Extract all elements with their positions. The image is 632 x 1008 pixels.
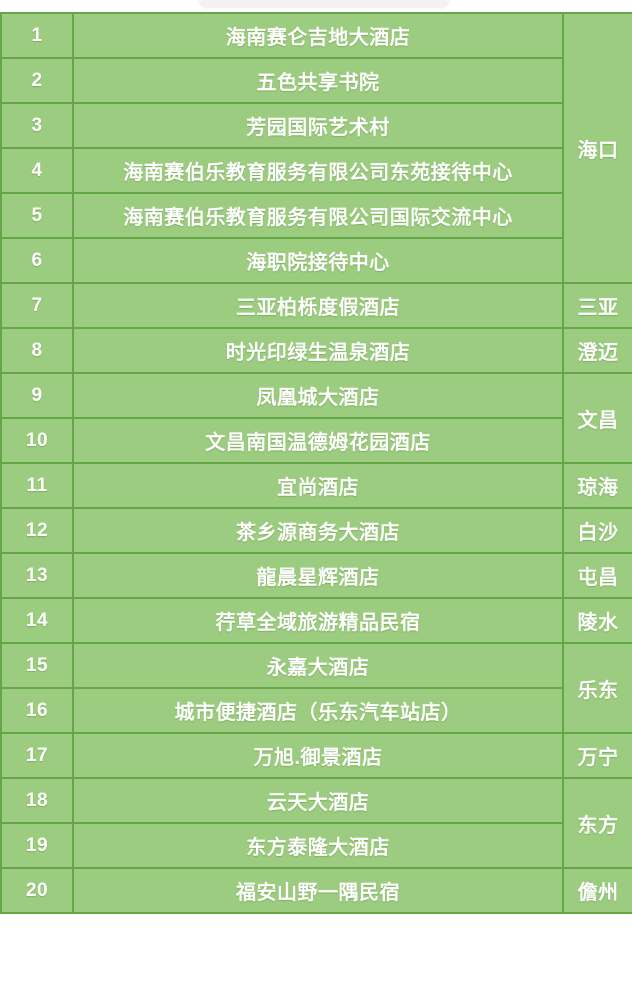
region-cell: 澄迈 xyxy=(562,327,632,374)
venue-name-cell: 海南赛伯乐教育服务有限公司东苑接待中心 xyxy=(72,147,564,194)
table-row: 14 荇草全域旅游精品民宿 陵水 xyxy=(0,597,632,644)
venue-name-cell: 城市便捷酒店（乐东汽车站店） xyxy=(72,687,564,734)
table-row: 18 云天大酒店 东方 xyxy=(0,777,632,869)
row-index-cell: 18 xyxy=(0,777,74,824)
region-cell: 三亚 xyxy=(562,282,632,329)
venue-name-cell: 云天大酒店 xyxy=(72,777,564,824)
row-index-cell: 20 xyxy=(0,867,74,914)
region-cell: 陵水 xyxy=(562,597,632,644)
venue-name-cell: 福安山野一隅民宿 xyxy=(72,867,564,914)
row-index-cell: 11 xyxy=(0,462,74,509)
table-row: 3 芳园国际艺术村 xyxy=(0,102,632,149)
row-index-cell: 9 xyxy=(0,372,74,419)
venue-name-cell: 三亚柏栎度假酒店 xyxy=(72,282,564,329)
row-index-cell: 14 xyxy=(0,597,74,644)
row-index-cell: 5 xyxy=(0,192,74,239)
row-index-cell: 6 xyxy=(0,237,74,284)
venue-name-cell: 荇草全域旅游精品民宿 xyxy=(72,597,564,644)
hotel-listing-container: 1 海南赛仑吉地大酒店 海口 2 五色共享书院 3 芳园国际艺术村 4 海南赛伯乐教育服务有限公… xyxy=(0,12,632,914)
venue-name-cell: 东方泰隆大酒店 xyxy=(72,822,564,869)
row-index-cell: 1 xyxy=(0,12,74,59)
table-row: 10 文昌南国温德姆花园酒店 xyxy=(0,417,632,464)
row-index-cell: 8 xyxy=(0,327,74,374)
table-row: 6 海职院接待中心 xyxy=(0,237,632,284)
row-index-cell: 19 xyxy=(0,822,74,869)
hotel-listing-table: 1 海南赛仑吉地大酒店 海口 2 五色共享书院 3 芳园国际艺术村 4 海南赛伯乐教育服务有限公… xyxy=(0,12,632,914)
venue-name-cell: 海职院接待中心 xyxy=(72,237,564,284)
row-index-cell: 10 xyxy=(0,417,74,464)
venue-name-cell: 文昌南国温德姆花园酒店 xyxy=(72,417,564,464)
table-row: 13 龍晨星辉酒店 屯昌 xyxy=(0,552,632,599)
row-index-cell: 7 xyxy=(0,282,74,329)
table-row: 2 五色共享书院 xyxy=(0,57,632,104)
row-index-cell: 4 xyxy=(0,147,74,194)
region-cell: 白沙 xyxy=(562,507,632,554)
row-index-cell: 15 xyxy=(0,642,74,689)
venue-name-cell: 芳园国际艺术村 xyxy=(72,102,564,149)
row-index-cell: 2 xyxy=(0,57,74,104)
table-row: 11 宜尚酒店 琼海 xyxy=(0,462,632,509)
table-row: 1 海南赛仑吉地大酒店 海口 xyxy=(0,12,632,284)
row-index-cell: 16 xyxy=(0,687,74,734)
venue-name-cell: 五色共享书院 xyxy=(72,57,564,104)
venue-name-cell: 凤凰城大酒店 xyxy=(72,372,564,419)
venue-name-cell: 时光印绿生温泉酒店 xyxy=(72,327,564,374)
venue-name-cell: 海南赛伯乐教育服务有限公司国际交流中心 xyxy=(72,192,564,239)
table-row: 17 万旭.御景酒店 万宁 xyxy=(0,732,632,779)
table-row: 19 东方泰隆大酒店 xyxy=(0,822,632,869)
region-cell: 海口 xyxy=(562,12,632,284)
table-row: 5 海南赛伯乐教育服务有限公司国际交流中心 xyxy=(0,192,632,239)
row-index-cell: 3 xyxy=(0,102,74,149)
table-row: 12 茶乡源商务大酒店 白沙 xyxy=(0,507,632,554)
region-cell: 东方 xyxy=(562,777,632,869)
table-row: 15 永嘉大酒店 乐东 xyxy=(0,642,632,734)
venue-name-cell: 茶乡源商务大酒店 xyxy=(72,507,564,554)
clipped-overlay-element xyxy=(198,0,450,8)
region-cell: 儋州 xyxy=(562,867,632,914)
table-row: 9 凤凰城大酒店 文昌 xyxy=(0,372,632,464)
table-row: 8 时光印绿生温泉酒店 澄迈 xyxy=(0,327,632,374)
region-cell: 文昌 xyxy=(562,372,632,464)
row-index-cell: 12 xyxy=(0,507,74,554)
table-row: 20 福安山野一隅民宿 儋州 xyxy=(0,867,632,914)
region-cell: 万宁 xyxy=(562,732,632,779)
venue-name-cell: 宜尚酒店 xyxy=(72,462,564,509)
table-row: 7 三亚柏栎度假酒店 三亚 xyxy=(0,282,632,329)
row-index-cell: 13 xyxy=(0,552,74,599)
region-cell: 屯昌 xyxy=(562,552,632,599)
table-row: 4 海南赛伯乐教育服务有限公司东苑接待中心 xyxy=(0,147,632,194)
venue-name-cell: 万旭.御景酒店 xyxy=(72,732,564,779)
region-cell: 琼海 xyxy=(562,462,632,509)
venue-name-cell: 永嘉大酒店 xyxy=(72,642,564,689)
row-index-cell: 17 xyxy=(0,732,74,779)
venue-name-cell: 龍晨星辉酒店 xyxy=(72,552,564,599)
venue-name-cell: 海南赛仑吉地大酒店 xyxy=(72,12,564,59)
region-cell: 乐东 xyxy=(562,642,632,734)
table-body: 1 海南赛仑吉地大酒店 海口 2 五色共享书院 3 芳园国际艺术村 4 海南赛伯乐教育服务有限公… xyxy=(0,12,632,914)
table-row: 16 城市便捷酒店（乐东汽车站店） xyxy=(0,687,632,734)
